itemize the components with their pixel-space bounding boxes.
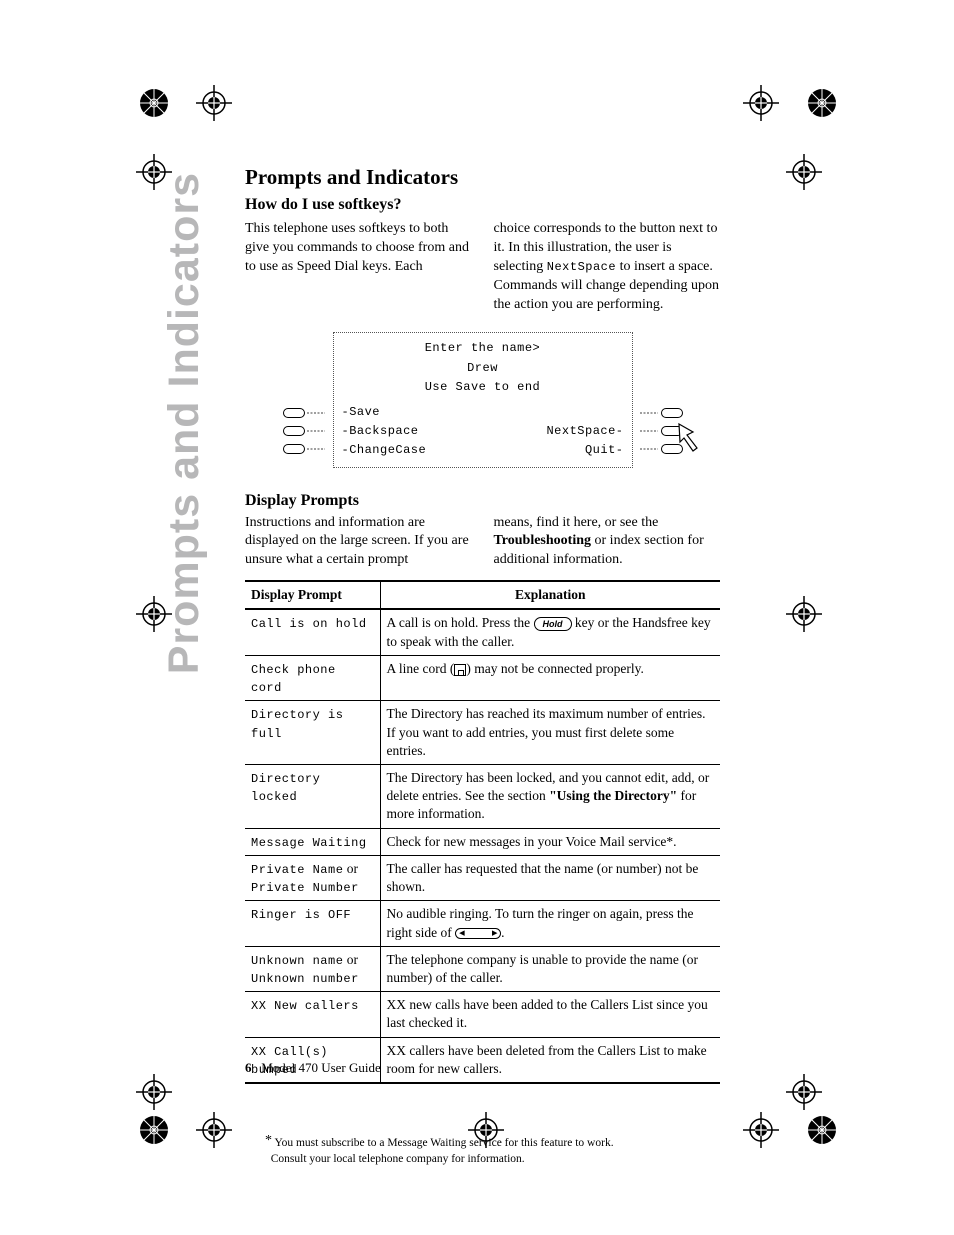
line-cord-icon bbox=[454, 664, 466, 676]
explanation-cell: The Directory has been locked, and you c… bbox=[380, 765, 720, 829]
registration-mark-icon bbox=[136, 85, 172, 121]
lcd-line: Use Save to end bbox=[342, 378, 624, 397]
explanation-cell: No audible ringing. To turn the ringer o… bbox=[380, 901, 720, 946]
softkey-label: Quit- bbox=[585, 441, 624, 460]
softkey-label: NextSpace- bbox=[546, 422, 623, 441]
softkey-label: -Backspace bbox=[342, 422, 419, 441]
pointer-hand-icon bbox=[675, 418, 705, 452]
registration-mark-icon bbox=[804, 85, 840, 121]
prompt-cell: Unknown name orUnknown number bbox=[245, 946, 380, 991]
explanation-cell: XX new calls have been added to the Call… bbox=[380, 992, 720, 1037]
prompt-cell: Directory locked bbox=[245, 765, 380, 829]
registration-mark-icon bbox=[743, 85, 779, 121]
explanation-cell: The caller has requested that the name (… bbox=[380, 855, 720, 900]
explanation-cell: The telephone company is unable to provi… bbox=[380, 946, 720, 991]
footnote: * You must subscribe to a Message Waitin… bbox=[265, 1134, 720, 1167]
volume-bar-icon bbox=[455, 928, 501, 939]
table-row: Directory is fullThe Directory has reach… bbox=[245, 701, 720, 765]
registration-mark-icon bbox=[804, 1112, 840, 1148]
softkey-label: -ChangeCase bbox=[342, 441, 427, 460]
table-row: Unknown name orUnknown numberThe telepho… bbox=[245, 946, 720, 991]
explanation-cell: Check for new messages in your Voice Mai… bbox=[380, 828, 720, 855]
hold-key-icon: Hold bbox=[534, 617, 572, 631]
registration-mark-icon bbox=[786, 154, 822, 190]
registration-mark-icon bbox=[786, 1074, 822, 1110]
softkey-buttons-right bbox=[640, 404, 683, 458]
lcd-line: Enter the name> bbox=[342, 339, 624, 358]
prompt-cell: Message Waiting bbox=[245, 828, 380, 855]
softkey-label: -Save bbox=[342, 403, 381, 422]
prompt-cell: Call is on hold bbox=[245, 609, 380, 655]
table-row: Ringer is OFFNo audible ringing. To turn… bbox=[245, 901, 720, 946]
prompt-cell: XX New callers bbox=[245, 992, 380, 1037]
registration-mark-icon bbox=[136, 1074, 172, 1110]
explanation-cell: XX callers have been deleted from the Ca… bbox=[380, 1037, 720, 1083]
prompt-cell: Directory is full bbox=[245, 701, 380, 765]
explanation-cell: A line cord () may not be connected prop… bbox=[380, 655, 720, 700]
registration-mark-icon bbox=[786, 596, 822, 632]
display-prompts-table: Display Prompt Explanation Call is on ho… bbox=[245, 580, 720, 1084]
paragraph-right: means, find it here, or see the Troubles… bbox=[494, 514, 721, 571]
subsection-heading-softkeys: How do I use softkeys? bbox=[245, 196, 720, 214]
table-row: Message WaitingCheck for new messages in… bbox=[245, 828, 720, 855]
registration-mark-icon bbox=[196, 1112, 232, 1148]
registration-mark-icon bbox=[743, 1112, 779, 1148]
softkey-buttons-left bbox=[283, 404, 326, 458]
softkey-illustration: Enter the name> Drew Use Save to end -Sa… bbox=[333, 332, 633, 467]
table-header: Explanation bbox=[380, 581, 720, 609]
key-icon bbox=[283, 408, 305, 418]
key-icon bbox=[283, 426, 305, 436]
paragraph-left: Instructions and information are display… bbox=[245, 514, 472, 571]
table-header: Display Prompt bbox=[245, 581, 380, 609]
subsection-heading-display-prompts: Display Prompts bbox=[245, 492, 720, 510]
key-icon bbox=[283, 444, 305, 454]
explanation-cell: The Directory has reached its maximum nu… bbox=[380, 701, 720, 765]
page-footer: 6 Model 470 User Guide bbox=[245, 1060, 381, 1076]
prompt-cell: Private Name orPrivate Number bbox=[245, 855, 380, 900]
section-heading: Prompts and Indicators bbox=[245, 165, 720, 190]
registration-mark-icon bbox=[196, 85, 232, 121]
page-content: Prompts and Indicators How do I use soft… bbox=[245, 165, 720, 1167]
registration-mark-icon bbox=[136, 1112, 172, 1148]
key-icon bbox=[661, 408, 683, 418]
table-row: XX New callersXX new calls have been add… bbox=[245, 992, 720, 1037]
table-row: Directory lockedThe Directory has been l… bbox=[245, 765, 720, 829]
table-row: Check phone cordA line cord () may not b… bbox=[245, 655, 720, 700]
paragraph-right: choice corresponds to the button next to… bbox=[494, 220, 721, 314]
prompt-cell: Ringer is OFF bbox=[245, 901, 380, 946]
prompt-cell: Check phone cord bbox=[245, 655, 380, 700]
explanation-cell: A call is on hold. Press the Hold key or… bbox=[380, 609, 720, 655]
side-tab-title: Prompts and Indicators bbox=[160, 172, 209, 674]
paragraph-left: This telephone uses softkeys to both giv… bbox=[245, 220, 472, 314]
table-row: Private Name orPrivate NumberThe caller … bbox=[245, 855, 720, 900]
lcd-line: Drew bbox=[342, 359, 624, 378]
table-row: Call is on holdA call is on hold. Press … bbox=[245, 609, 720, 655]
